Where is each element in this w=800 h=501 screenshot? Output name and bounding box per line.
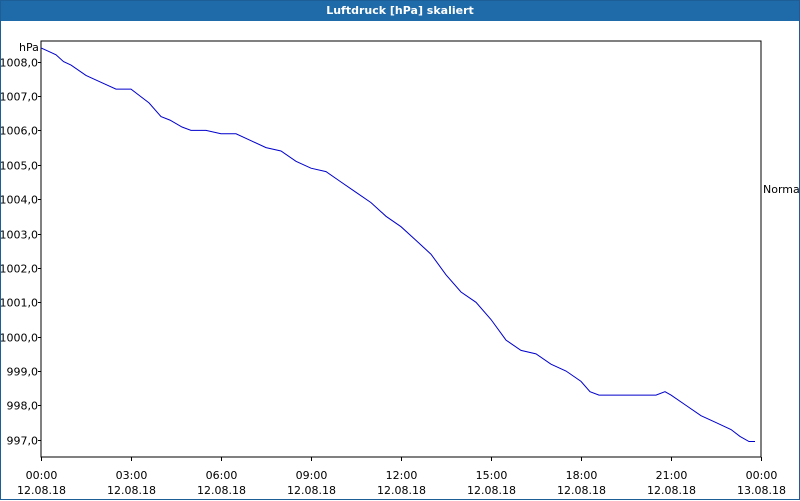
y-tick-label: 999,0 <box>7 366 39 379</box>
y-tick-label: 1005,0 <box>1 160 38 173</box>
x-tick-date: 12.08.18 <box>197 484 246 497</box>
chart-title: Luftdruck [hPa] skaliert <box>1 1 799 21</box>
x-tick-date: 12.08.18 <box>17 484 66 497</box>
x-tick-date: 12.08.18 <box>467 484 516 497</box>
axes <box>38 40 762 461</box>
series <box>40 47 755 442</box>
x-tick-time: 03:00 <box>116 469 148 482</box>
x-tick-time: 21:00 <box>656 469 688 482</box>
x-tick-time: 09:00 <box>296 469 328 482</box>
x-tick-date: 12.08.18 <box>557 484 606 497</box>
x-tick-date: 13.08.18 <box>737 484 786 497</box>
y-axis-label: hPa <box>19 41 39 54</box>
y-tick-label: 1001,0 <box>1 297 38 310</box>
x-tick-time: 18:00 <box>566 469 598 482</box>
x-tick-date: 12.08.18 <box>377 484 426 497</box>
y-tick-label: 1003,0 <box>1 229 38 242</box>
y-tick-label: 1002,0 <box>1 263 38 276</box>
legend-label: Normal <box>763 183 800 196</box>
y-tick-label: 1006,0 <box>1 125 38 138</box>
y-tick-label: 998,0 <box>7 400 39 413</box>
y-tick-label: 997,0 <box>7 435 39 448</box>
y-tick-label: 1004,0 <box>1 194 38 207</box>
labels: 997,0 998,0 999,0 1000,0 1001,0 1002,0 1003,0 1… <box>1 41 800 497</box>
x-tick-date: 12.08.18 <box>107 484 156 497</box>
x-tick-time: 06:00 <box>206 469 238 482</box>
x-tick-date: 12.08.18 <box>287 484 336 497</box>
x-tick-time: 00:00 <box>26 469 58 482</box>
plot-frame <box>40 40 762 458</box>
x-tick-time: 15:00 <box>476 469 508 482</box>
x-tick-time: 00:00 <box>746 469 778 482</box>
x-tick-time: 12:00 <box>386 469 418 482</box>
y-tick-label: 1008,0 <box>1 57 38 70</box>
series-line <box>40 47 755 442</box>
x-tick-date: 12.08.18 <box>647 484 696 497</box>
y-tick-label: 1007,0 <box>1 91 38 104</box>
y-tick-label: 1000,0 <box>1 332 38 345</box>
